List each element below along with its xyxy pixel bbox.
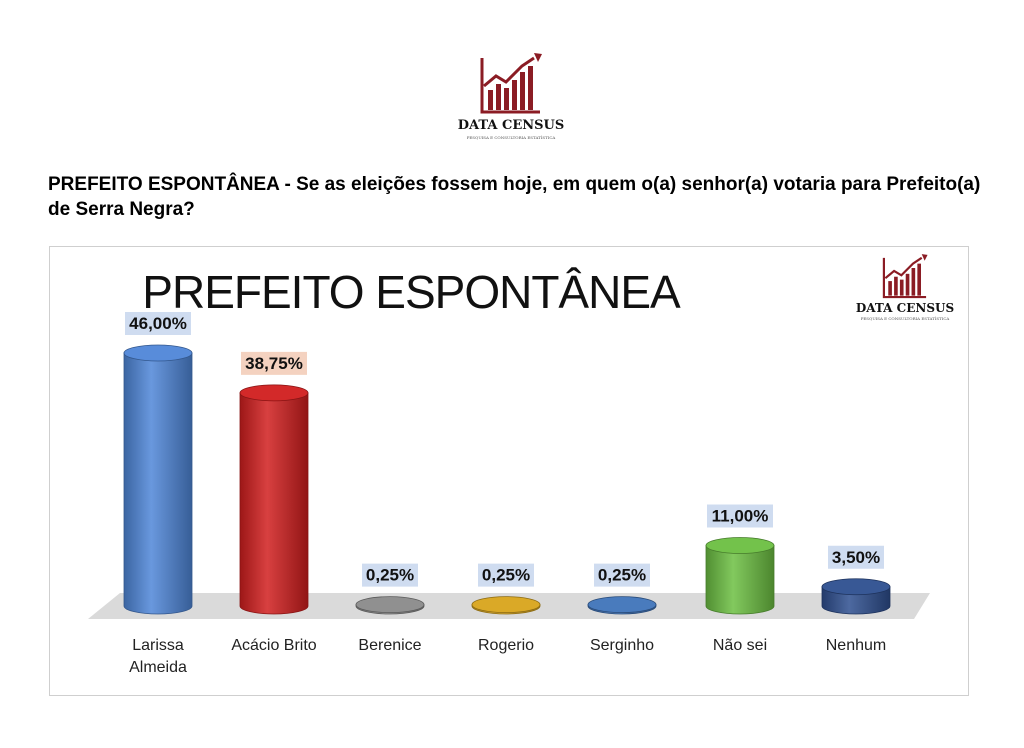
- value-label: 46,00%: [129, 314, 187, 333]
- chart-logo: DATA CENSUS PESQUISA E CONSULTORIA ESTAT…: [846, 252, 964, 321]
- rising-bars-logo-icon: [480, 53, 542, 114]
- category-label: Serginho: [590, 637, 654, 654]
- bar-2: [239, 384, 309, 615]
- logo-tagline: PESQUISA E CONSULTORIA ESTATÍSTICA: [466, 135, 556, 140]
- value-label: 38,75%: [245, 354, 303, 373]
- logo-name: DATA CENSUS: [457, 118, 565, 133]
- chart-area: PREFEITO ESPONTÂNEA 46,00% Larissa Almeida…: [49, 246, 969, 696]
- value-label-bg: [478, 563, 534, 587]
- value-label-bg: [828, 545, 884, 569]
- value-label: 0,25%: [366, 566, 414, 585]
- category-label: Nenhum: [826, 637, 886, 654]
- category-label: Rogerio: [478, 637, 534, 654]
- chart-logo-tagline: PESQUISA E CONSULTORIA ESTATÍSTICA: [860, 316, 950, 321]
- value-label-bg: [707, 504, 773, 528]
- chart-title: PREFEITO ESPONTÂNEA: [142, 266, 680, 318]
- value-label: 0,25%: [482, 566, 530, 585]
- rising-bars-logo-icon: [882, 254, 928, 299]
- category-label: Não sei: [713, 637, 767, 654]
- value-label-bg: [594, 563, 650, 587]
- value-label: 3,50%: [832, 548, 880, 567]
- category-label: Berenice: [358, 637, 421, 654]
- data-census-logo: DATA CENSUS PESQUISA E CONSULTORIA ESTAT…: [452, 50, 570, 140]
- value-label-bg: [125, 312, 191, 335]
- bar-3: [355, 596, 425, 615]
- category-label: Larissa: [132, 637, 184, 654]
- survey-question: PREFEITO ESPONTÂNEA - Se as eleições fos…: [48, 174, 981, 220]
- chart-logo-name: DATA CENSUS: [855, 301, 955, 315]
- category-label: Acácio Brito: [231, 637, 316, 654]
- bar-6: [705, 537, 775, 615]
- bar-7: [821, 578, 891, 615]
- value-label-bg: [241, 351, 307, 375]
- bar-5: [587, 596, 657, 615]
- bar-chart-svg: 46,00% Larissa Almeida 38,75% Acácio Brito 0,…: [88, 312, 930, 676]
- value-label: 0,25%: [598, 566, 646, 585]
- category-label: Almeida: [129, 659, 187, 676]
- value-label-bg: [362, 563, 418, 587]
- bar-1: [123, 344, 193, 615]
- value-label: 11,00%: [712, 507, 769, 526]
- bar-4: [471, 596, 541, 615]
